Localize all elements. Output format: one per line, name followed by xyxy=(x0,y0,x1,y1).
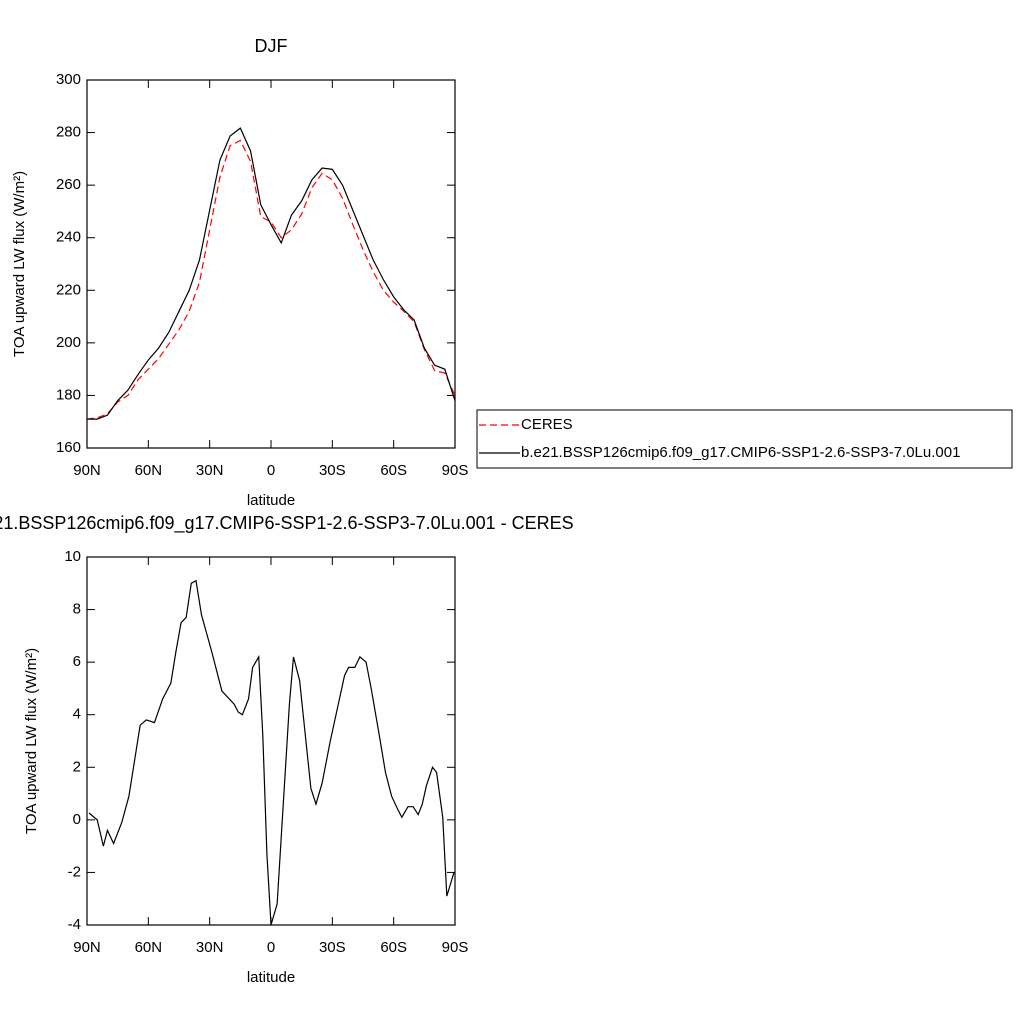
x-tick-label: 60S xyxy=(380,462,407,479)
y-axis-label: TOA upward LW flux (W/m²) xyxy=(23,648,40,834)
x-tick-label: 0 xyxy=(267,939,275,956)
y-tick-label: 260 xyxy=(56,176,81,193)
y-tick-label: 240 xyxy=(56,229,81,246)
chart-title: b.e21.BSSP126cmip6.f09_g17.CMIP6-SSP1-2.… xyxy=(0,513,574,534)
legend-label: CERES xyxy=(521,416,573,433)
y-tick-label: 300 xyxy=(56,71,81,88)
x-axis-label: latitude xyxy=(247,492,295,509)
x-tick-label: 60S xyxy=(380,939,407,956)
x-tick-label: 30S xyxy=(319,462,346,479)
y-tick-label: 220 xyxy=(56,281,81,298)
plot-frame xyxy=(86,79,456,449)
data-line xyxy=(86,139,456,420)
data-line xyxy=(87,127,456,420)
y-tick-label: 0 xyxy=(73,811,81,828)
chart-title: DJF xyxy=(255,36,288,56)
y-tick-label: 10 xyxy=(64,548,81,565)
y-tick-label: -2 xyxy=(68,863,81,880)
y-tick-label: 2 xyxy=(73,758,81,775)
y-tick-label: 160 xyxy=(56,439,81,456)
x-tick-label: 30N xyxy=(196,939,224,956)
legend-label: b.e21.BSSP126cmip6.f09_g17.CMIP6-SSP1-2.… xyxy=(521,444,960,461)
x-tick-label: 60N xyxy=(135,939,163,956)
y-tick-label: 200 xyxy=(56,334,81,351)
y-tick-label: 4 xyxy=(73,706,81,723)
x-tick-label: 60N xyxy=(135,462,163,479)
x-axis-label: latitude xyxy=(247,969,295,986)
legend-box xyxy=(476,409,1013,469)
x-tick-label: 90S xyxy=(442,939,469,956)
y-tick-label: 6 xyxy=(73,653,81,670)
y-tick-label: 8 xyxy=(73,601,81,618)
x-tick-label: 30S xyxy=(319,939,346,956)
x-tick-label: 90N xyxy=(73,939,101,956)
plot-frame xyxy=(86,556,456,926)
x-tick-label: 90S xyxy=(442,462,469,479)
y-tick-label: 280 xyxy=(56,124,81,141)
x-tick-label: 90N xyxy=(73,462,101,479)
data-line xyxy=(88,579,455,926)
y-tick-label: -4 xyxy=(68,916,81,933)
y-tick-label: 180 xyxy=(56,386,81,403)
y-axis-label: TOA upward LW flux (W/m²) xyxy=(11,171,28,357)
x-tick-label: 0 xyxy=(267,462,275,479)
x-tick-label: 30N xyxy=(196,462,224,479)
